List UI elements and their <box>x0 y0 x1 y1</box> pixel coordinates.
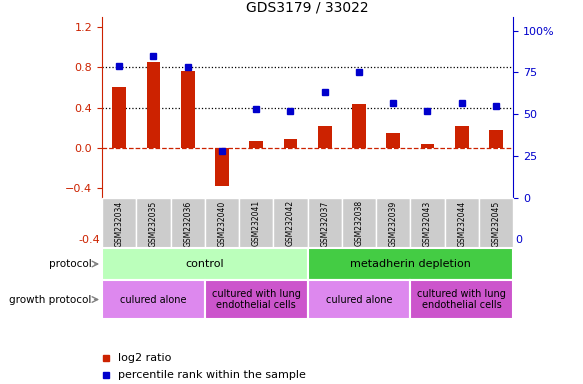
Bar <box>102 280 205 319</box>
Bar <box>479 198 513 248</box>
Text: GSM232040: GSM232040 <box>217 200 226 247</box>
Bar <box>420 144 434 147</box>
Text: GSM232036: GSM232036 <box>183 200 192 247</box>
Text: GSM232042: GSM232042 <box>286 200 295 247</box>
Bar <box>352 104 366 147</box>
Text: GSM232041: GSM232041 <box>252 200 261 247</box>
Bar <box>273 198 308 248</box>
Bar <box>113 88 126 147</box>
Bar <box>410 280 513 319</box>
Text: GSM232044: GSM232044 <box>457 200 466 247</box>
Bar <box>376 198 410 248</box>
Bar <box>205 198 239 248</box>
Text: log2 ratio: log2 ratio <box>118 353 172 363</box>
Bar <box>136 198 170 248</box>
Bar <box>215 147 229 186</box>
Text: percentile rank within the sample: percentile rank within the sample <box>118 370 306 380</box>
Bar <box>410 198 445 248</box>
Bar <box>308 248 513 280</box>
Text: culured alone: culured alone <box>120 295 187 305</box>
Bar <box>455 126 469 147</box>
Bar <box>146 62 160 147</box>
Text: GSM232037: GSM232037 <box>320 200 329 247</box>
Bar <box>342 198 376 248</box>
Text: control: control <box>185 259 224 269</box>
Bar <box>489 129 503 147</box>
Text: GSM232038: GSM232038 <box>354 200 363 247</box>
Bar <box>308 198 342 248</box>
Bar <box>102 198 136 248</box>
Bar <box>102 248 308 280</box>
Text: culured alone: culured alone <box>326 295 392 305</box>
Bar <box>283 139 297 147</box>
Text: metadherin depletion: metadherin depletion <box>350 259 470 269</box>
Text: GSM232045: GSM232045 <box>491 200 500 247</box>
Bar <box>308 280 410 319</box>
Bar <box>250 141 263 147</box>
Text: growth protocol: growth protocol <box>9 295 92 305</box>
Bar <box>181 71 195 147</box>
Bar <box>239 198 273 248</box>
Text: protocol: protocol <box>49 259 92 269</box>
Text: GSM232034: GSM232034 <box>115 200 124 247</box>
Text: cultured with lung
endothelial cells: cultured with lung endothelial cells <box>417 289 506 310</box>
Bar <box>387 132 400 147</box>
Text: GSM232039: GSM232039 <box>389 200 398 247</box>
Text: GSM232043: GSM232043 <box>423 200 432 247</box>
Text: 0: 0 <box>515 235 522 245</box>
Bar <box>445 198 479 248</box>
Bar <box>205 280 308 319</box>
Bar <box>318 126 332 147</box>
Title: GDS3179 / 33022: GDS3179 / 33022 <box>246 1 369 15</box>
Bar <box>170 198 205 248</box>
Text: GSM232035: GSM232035 <box>149 200 158 247</box>
Text: cultured with lung
endothelial cells: cultured with lung endothelial cells <box>212 289 301 310</box>
Text: -0.4: -0.4 <box>79 235 100 245</box>
